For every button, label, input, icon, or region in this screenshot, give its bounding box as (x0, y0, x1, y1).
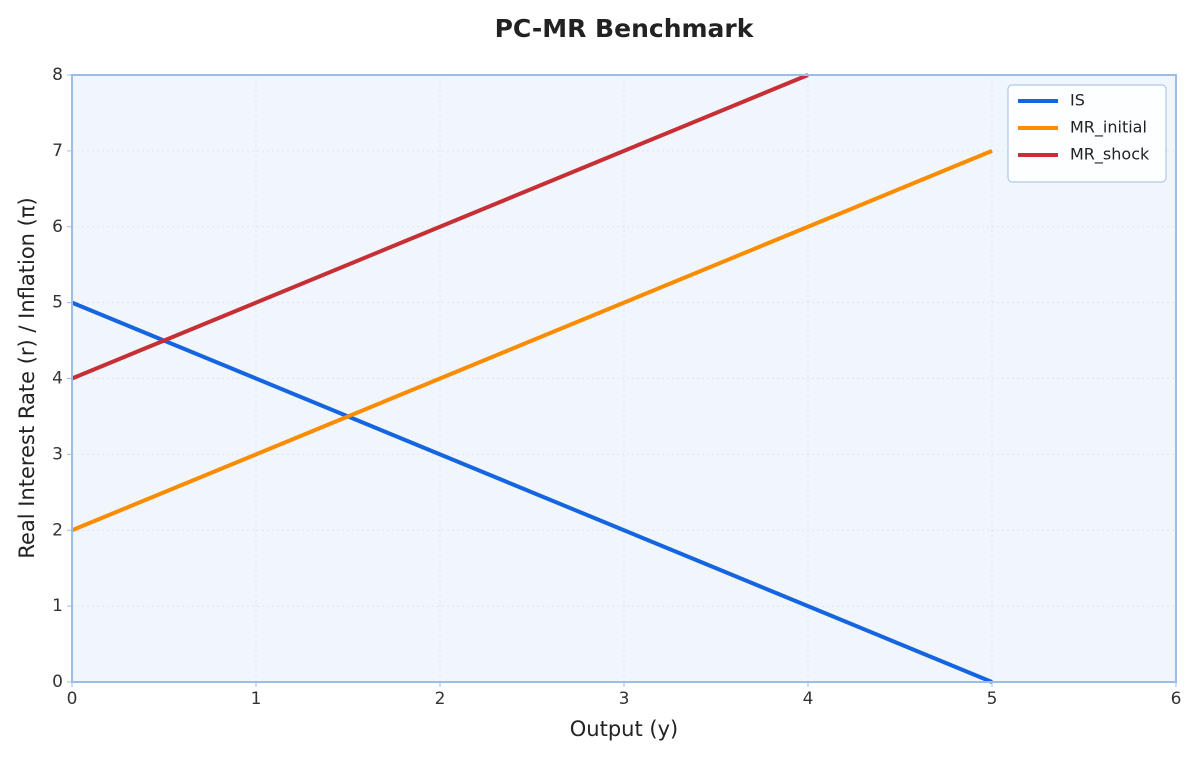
y-tick-label: 5 (52, 293, 63, 313)
series-line (71, 73, 809, 381)
x-tick-label: 0 (67, 689, 78, 709)
y-tick-label: 8 (52, 65, 63, 85)
x-tick-label: 1 (251, 689, 262, 709)
x-tick-label: 5 (987, 689, 998, 709)
y-tick-label: 4 (52, 369, 63, 389)
lines (71, 73, 993, 684)
x-tick-label: 6 (1171, 689, 1182, 709)
legend: IS MR_initial MR_shock (1007, 84, 1167, 183)
legend-label: IS (1070, 91, 1085, 110)
series-line (71, 300, 993, 684)
chart-title: PC-MR Benchmark (495, 14, 755, 43)
x-axis-label: Output (y) (570, 717, 678, 741)
legend-label: MR_shock (1070, 145, 1150, 165)
y-tick-label: 2 (52, 520, 63, 540)
y-tick-label: 0 (52, 672, 63, 692)
x-tick-label: 2 (435, 689, 446, 709)
y-tick-label: 3 (52, 444, 63, 464)
y-tick-label: 7 (52, 141, 63, 161)
y-tick-label: 1 (52, 596, 63, 616)
x-tick-label: 3 (619, 689, 630, 709)
legend-box (1007, 84, 1167, 183)
x-tick-label: 4 (803, 689, 814, 709)
y-axis-label: Real Interest Rate (r) / Inflation (π) (15, 197, 39, 558)
series-line (71, 149, 993, 533)
legend-label: MR_initial (1070, 118, 1147, 138)
y-tick-label: 6 (52, 217, 63, 237)
